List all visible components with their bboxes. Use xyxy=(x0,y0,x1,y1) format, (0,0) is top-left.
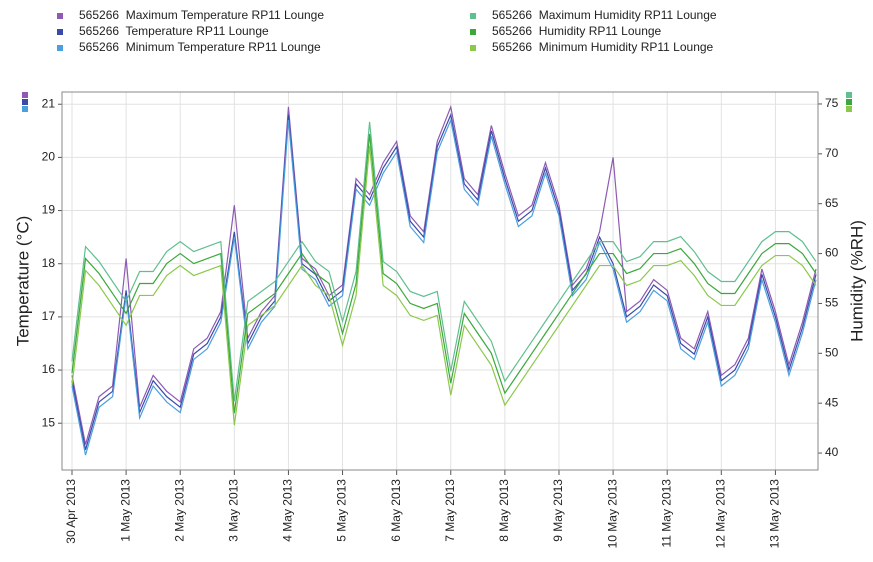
x-tick-label: 5 May 2013 xyxy=(335,479,349,542)
y2-tick-label: 45 xyxy=(825,395,839,409)
series-line xyxy=(71,118,817,456)
x-tick-label: 9 May 2013 xyxy=(551,479,565,542)
x-tick-label: 12 May 2013 xyxy=(713,479,727,549)
y-tick-label: 17 xyxy=(42,309,56,323)
x-tick-label: 3 May 2013 xyxy=(226,479,240,542)
y2-tick-label: 40 xyxy=(825,445,839,459)
axis-swatch xyxy=(22,99,28,105)
plot-frame xyxy=(61,91,819,471)
x-tick-label: 1 May 2013 xyxy=(118,479,132,542)
y-tick-label: 18 xyxy=(42,256,56,270)
x-tick-label: 6 May 2013 xyxy=(389,479,403,542)
x-tick-label: 2 May 2013 xyxy=(172,479,186,542)
axis-swatch xyxy=(846,99,852,105)
y-axis-title: Temperature (°C) xyxy=(13,216,32,347)
x-tick-label: 7 May 2013 xyxy=(443,479,457,542)
series-line xyxy=(71,121,817,402)
x-tick-label: 11 May 2013 xyxy=(659,479,673,548)
series-line xyxy=(71,145,817,426)
legend-swatch xyxy=(57,29,63,35)
x-tick-label: 13 May 2013 xyxy=(768,479,782,549)
y2-tick-label: 55 xyxy=(825,296,839,310)
legend-swatch xyxy=(470,29,476,35)
axis-swatch xyxy=(846,106,852,112)
y2-axis-title: Humidity (%RH) xyxy=(847,220,866,342)
legend-label: 565266 Minimum Humidity RP11 Lounge xyxy=(492,40,714,54)
legend-swatch xyxy=(57,13,63,19)
series-line xyxy=(71,112,817,450)
legend-label: 565266 Maximum Humidity RP11 Lounge xyxy=(492,8,717,22)
y2-tick-label: 65 xyxy=(825,196,839,210)
y2-tick-label: 50 xyxy=(825,345,839,359)
legend-label: 565266 Maximum Temperature RP11 Lounge xyxy=(79,8,324,22)
y-tick-label: 19 xyxy=(42,203,56,217)
y2-tick-label: 75 xyxy=(825,96,839,110)
y-tick-label: 21 xyxy=(42,96,56,110)
axis-swatch xyxy=(846,92,852,98)
axis-swatch xyxy=(22,106,28,112)
legend-swatch xyxy=(470,13,476,19)
y-tick-label: 16 xyxy=(42,362,56,376)
legend-swatch xyxy=(470,45,476,51)
x-tick-label: 30 Apr 2013 xyxy=(64,479,78,544)
y-tick-label: 15 xyxy=(42,415,56,429)
legend-label: 565266 Temperature RP11 Lounge xyxy=(79,24,269,38)
legend-label: 565266 Humidity RP11 Lounge xyxy=(492,24,662,38)
y2-tick-label: 60 xyxy=(825,246,839,260)
legend-swatch xyxy=(57,45,63,51)
x-tick-label: 10 May 2013 xyxy=(605,479,619,549)
series-line xyxy=(71,104,817,445)
axis-swatch xyxy=(22,92,28,98)
x-tick-label: 8 May 2013 xyxy=(497,479,511,542)
series-line xyxy=(71,133,817,414)
y2-tick-label: 70 xyxy=(825,146,839,160)
y-tick-label: 20 xyxy=(42,150,56,164)
legend-label: 565266 Minimum Temperature RP11 Lounge xyxy=(79,40,321,54)
x-tick-label: 4 May 2013 xyxy=(281,479,295,542)
